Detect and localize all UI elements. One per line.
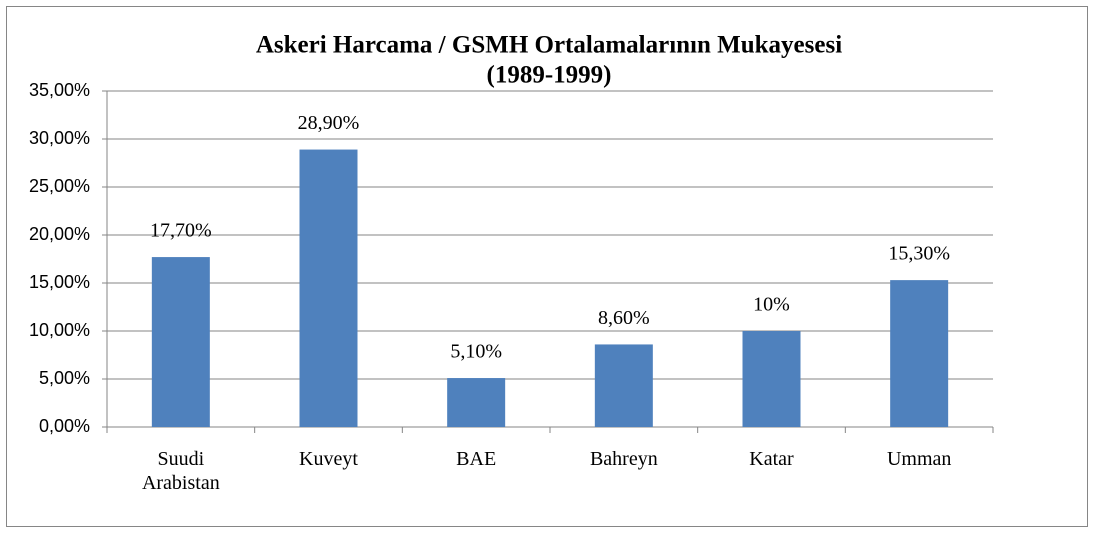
y-tick-label: 0,00%	[39, 416, 90, 436]
chart-title: Askeri Harcama / GSMH Ortalamalarının Mu…	[256, 32, 842, 59]
value-label: 15,30%	[888, 243, 950, 265]
y-tick-label: 20,00%	[29, 224, 90, 244]
y-tick-label: 5,00%	[39, 368, 90, 388]
bar	[151, 257, 210, 427]
value-label: 10%	[753, 294, 790, 316]
chart-subtitle: (1989-1999)	[487, 62, 612, 89]
value-label: 5,10%	[450, 341, 502, 363]
value-label: 28,90%	[298, 112, 360, 134]
bar	[890, 280, 949, 427]
value-label: 8,60%	[598, 307, 650, 329]
x-tick-label: Umman	[886, 448, 952, 470]
bar	[742, 331, 801, 427]
bar	[447, 378, 506, 427]
x-tick-label: Katar	[749, 448, 794, 470]
y-tick-label: 35,00%	[29, 80, 90, 100]
x-tick-label: Kuveyt	[299, 448, 358, 470]
x-tick-label: Bahreyn	[589, 448, 658, 470]
bar	[594, 344, 653, 427]
y-tick-label: 15,00%	[29, 272, 90, 292]
y-tick-label: 30,00%	[29, 128, 90, 148]
y-tick-label: 10,00%	[29, 320, 90, 340]
x-tick-label: BAE	[456, 448, 497, 470]
x-tick-label: Suudi Arabistan	[141, 448, 220, 494]
value-label: 17,70%	[150, 220, 212, 242]
y-tick-label: 25,00%	[29, 176, 90, 196]
bar	[299, 149, 358, 427]
